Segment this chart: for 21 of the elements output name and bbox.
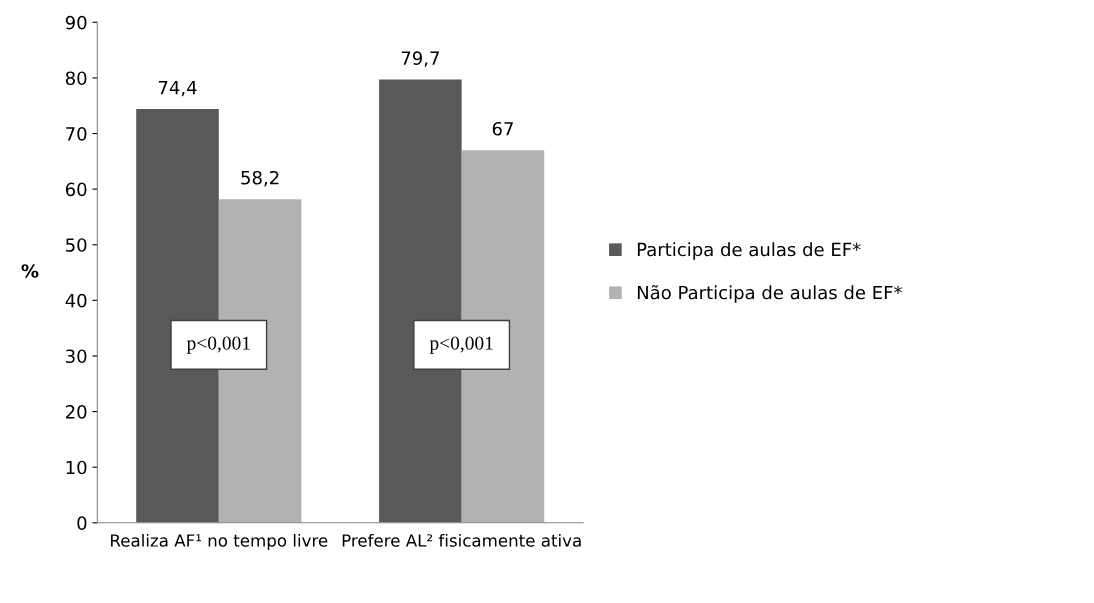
y-tick-label: 60: [65, 182, 87, 197]
y-tick-label: 70: [66, 126, 87, 141]
data-label: 79,7: [401, 51, 439, 67]
y-tick-label: 40: [65, 293, 87, 308]
y-tick-label: 0: [77, 516, 87, 530]
x-tick-label: Realiza AF¹ no tempo livre: [111, 533, 328, 551]
data-label: 58,2: [241, 170, 279, 187]
y-tick-label: 10: [66, 460, 87, 475]
y-axis-title: %: [21, 264, 39, 278]
data-label: 74,4: [158, 81, 197, 97]
legend-label: Participa de aulas de EF*: [637, 242, 861, 260]
y-tick-label: 90: [65, 15, 87, 30]
y-tick-label: 30: [66, 349, 87, 364]
y-tick-label: 20: [65, 405, 87, 419]
y-tick-label: 50: [66, 238, 87, 252]
legend-label: Não Participa de aulas de EF*: [637, 285, 903, 303]
annotation: p<0,001: [429, 336, 493, 354]
data-label: 67: [492, 121, 513, 136]
y-tick-label: 80: [65, 71, 87, 86]
annotation: p<0,001: [186, 336, 250, 354]
x-tick-label: Prefere AL² fisicamente ativa: [342, 533, 581, 547]
